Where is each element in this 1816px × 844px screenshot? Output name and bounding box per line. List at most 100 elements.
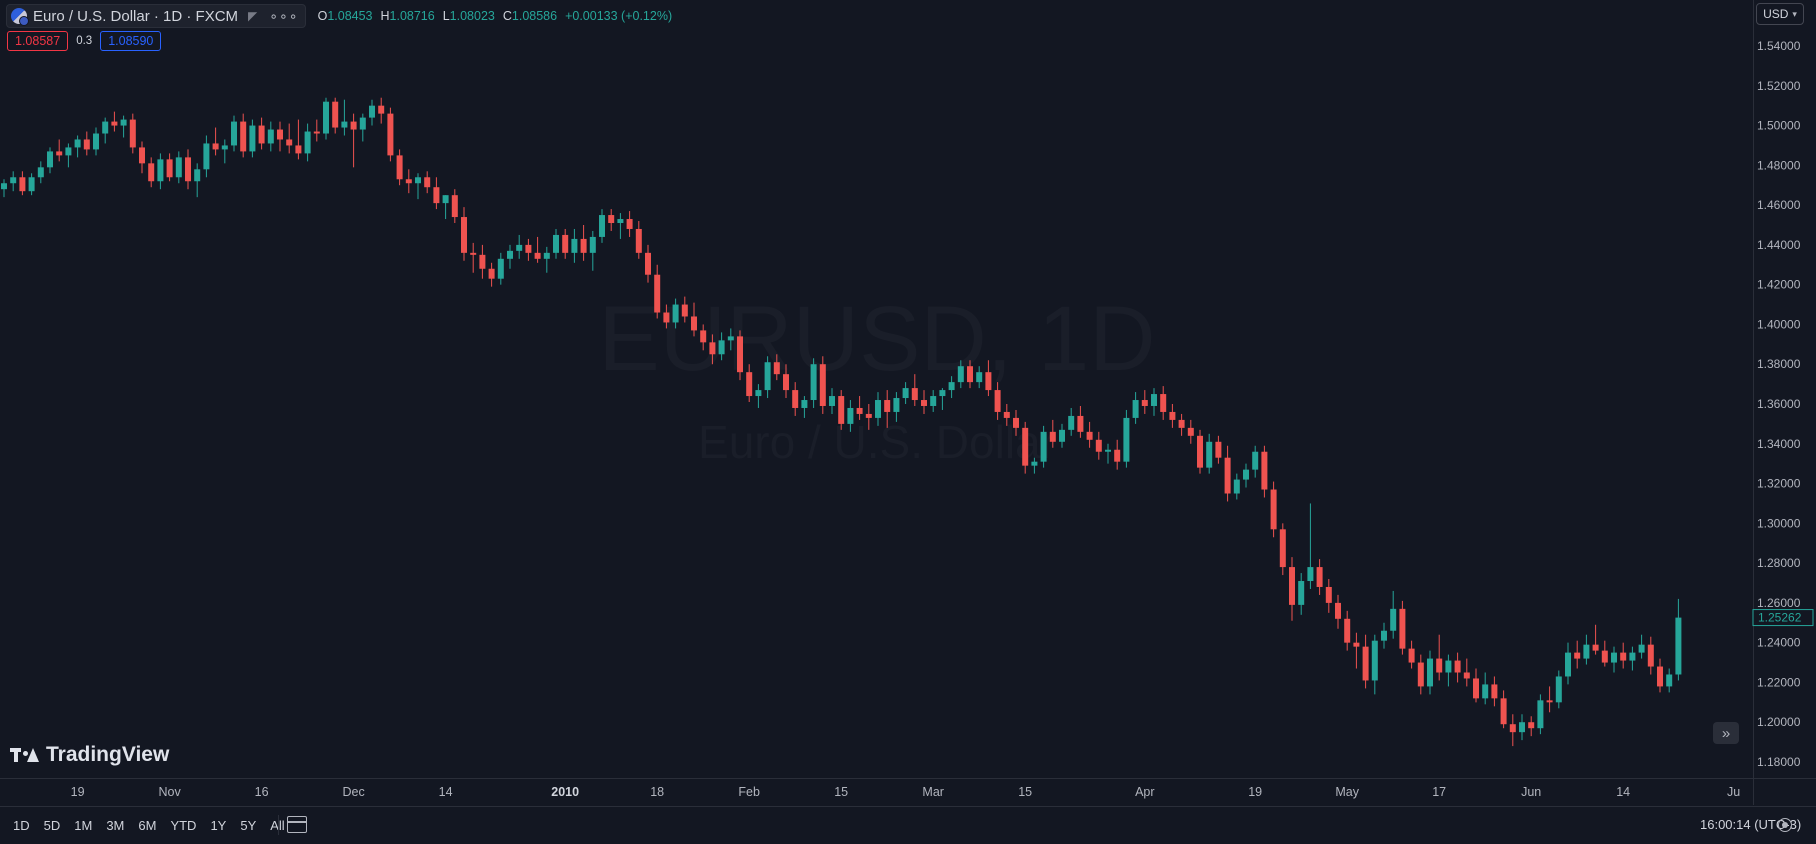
- price-tick-label: 1.26000: [1757, 596, 1801, 610]
- currency-selector[interactable]: USD ▾: [1756, 3, 1804, 25]
- candle-body: [599, 215, 605, 237]
- candle-body: [1022, 427, 1029, 466]
- candle-body: [1509, 724, 1516, 733]
- candle-body: [221, 145, 228, 150]
- candle-body: [967, 366, 973, 383]
- range-button-1d[interactable]: 1D: [13, 818, 30, 833]
- time-tick-label: Apr: [1135, 785, 1154, 799]
- price-tick-label: 1.40000: [1757, 317, 1801, 331]
- candle-body: [1187, 427, 1194, 436]
- candle-body: [1325, 586, 1332, 603]
- candle-body: [1427, 658, 1433, 687]
- price-tick-label: 1.22000: [1757, 675, 1801, 689]
- candle-body: [341, 121, 348, 128]
- candle-body: [1105, 449, 1111, 452]
- buy-price-button[interactable]: 1.08590: [100, 31, 162, 51]
- scroll-to-realtime-icon[interactable]: »: [1713, 722, 1739, 744]
- candle-body: [1123, 417, 1130, 462]
- range-button-1y[interactable]: 1Y: [210, 818, 227, 833]
- candle-body: [1546, 700, 1553, 703]
- candle-body: [838, 396, 845, 424]
- candle-body: [755, 390, 762, 397]
- candle-body: [626, 219, 633, 229]
- goto-date-icon[interactable]: [287, 816, 307, 833]
- candle-body: [645, 252, 651, 275]
- candle-body: [1647, 644, 1654, 667]
- candle-body: [525, 244, 532, 253]
- candles-group: [1, 97, 1682, 747]
- candle-body: [10, 177, 17, 184]
- candle-body: [801, 400, 808, 408]
- symbol-title[interactable]: Euro / U.S. Dollar · 1D · FXCM: [33, 7, 239, 25]
- range-button-all[interactable]: All: [263, 815, 291, 836]
- range-button-6m[interactable]: 6M: [138, 818, 157, 833]
- time-tick-label: 19: [71, 785, 85, 799]
- candle-body: [654, 274, 661, 313]
- candle-body: [359, 117, 366, 130]
- candle-body: [737, 336, 743, 373]
- candle-body: [1132, 400, 1139, 418]
- range-button-ytd[interactable]: YTD: [170, 818, 197, 833]
- candle-body: [635, 228, 642, 253]
- time-tick-label: 19: [1248, 785, 1262, 799]
- candle-body: [1197, 435, 1203, 468]
- range-button-1m[interactable]: 1M: [74, 818, 93, 833]
- candle-body: [83, 139, 90, 150]
- ohlc-high: H1.08716: [380, 9, 435, 23]
- candle-body: [231, 121, 237, 146]
- ruler-icon[interactable]: ◤: [248, 9, 258, 23]
- time-tick-label: 14: [1616, 785, 1630, 799]
- candle-body: [442, 195, 449, 204]
- candle-body: [1160, 394, 1167, 412]
- price-chart[interactable]: EURUSD, 1D Euro / U.S. Dollar 1.54000 1.520…: [0, 0, 1816, 806]
- candle-body: [617, 219, 624, 224]
- candle-body: [516, 244, 523, 251]
- range-button-5y[interactable]: 5Y: [240, 818, 257, 833]
- candle-body: [746, 372, 753, 397]
- candle-body: [1141, 400, 1148, 406]
- range-button-5d[interactable]: 5D: [43, 818, 61, 833]
- range-button-3m[interactable]: 3M: [106, 818, 125, 833]
- candle-body: [893, 398, 900, 412]
- candle-body: [286, 139, 293, 146]
- time-tick-label: 16: [255, 785, 269, 799]
- price-tick-label: 1.38000: [1757, 357, 1801, 371]
- candle-body: [1491, 684, 1498, 699]
- candle-body: [1629, 652, 1636, 661]
- candle-body: [1243, 469, 1249, 480]
- time-tick-label: 15: [1018, 785, 1032, 799]
- candle-body: [1381, 630, 1387, 641]
- time-tick-label: Dec: [342, 785, 364, 799]
- price-tick-label: 1.36000: [1757, 397, 1801, 411]
- more-dots-icon[interactable]: ∘∘∘: [269, 7, 299, 24]
- candle-body: [902, 388, 909, 399]
- sell-price-button[interactable]: 1.08587: [7, 31, 69, 51]
- candle-body: [930, 396, 937, 406]
- candle-body: [470, 252, 477, 255]
- candle-body: [203, 143, 210, 170]
- candle-body: [74, 139, 81, 148]
- candle-body: [543, 252, 550, 259]
- candle-body: [488, 268, 495, 279]
- candle-body: [451, 195, 458, 218]
- quote-row: 1.08587 0.3 1.08590: [7, 31, 162, 51]
- candle-body: [1620, 652, 1627, 661]
- symbol-header[interactable]: Euro / U.S. Dollar · 1D · FXCM ◤ ∘∘∘: [6, 4, 306, 28]
- candle-body: [405, 179, 412, 184]
- tradingview-logo[interactable]: TradingView: [10, 743, 169, 767]
- price-tick-label: 1.44000: [1757, 238, 1801, 252]
- time-tick-label: 15: [834, 785, 848, 799]
- candle-body: [102, 121, 109, 134]
- candle-body: [1, 183, 7, 190]
- clock-timezone[interactable]: 16:00:14 (UTC-3): [1700, 817, 1802, 832]
- candle-body: [1638, 644, 1645, 653]
- gear-icon[interactable]: [1778, 818, 1792, 832]
- candle-body: [939, 390, 946, 397]
- candle-body: [194, 169, 201, 182]
- ohlc-change: +0.00133 (+0.12%): [565, 9, 673, 23]
- candle-body: [663, 312, 670, 323]
- candle-body: [1408, 648, 1415, 663]
- candle-body: [1555, 676, 1562, 703]
- time-tick-label: Nov: [158, 785, 181, 799]
- candle-body: [727, 336, 734, 341]
